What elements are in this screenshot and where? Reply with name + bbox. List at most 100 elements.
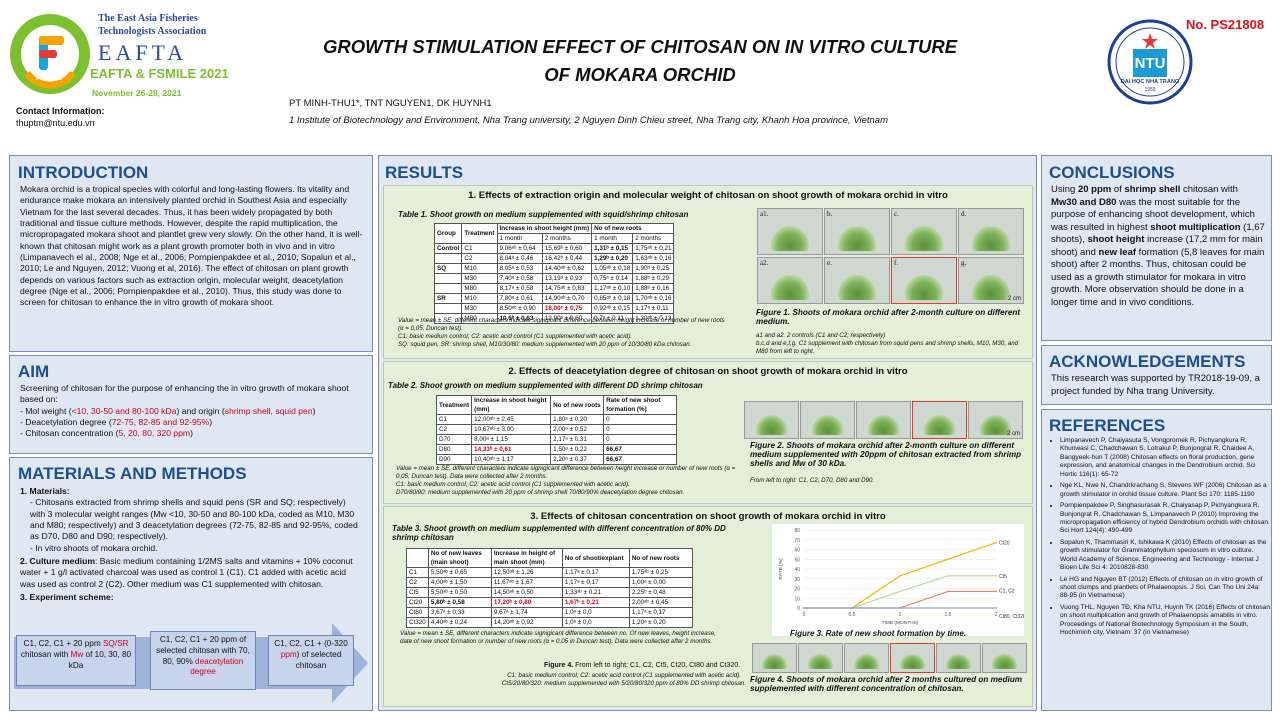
table-row: Ct80 3,67ᵃ ± 0,33 9,67ᵃ ± 1,74 1,0ᵃ ± 0,0 1,… [406, 607, 693, 618]
figure4-notes: C1: basic medium control; C2: acetic aci… [501, 672, 747, 688]
table-cell: 13,19ᵃ ± 0,93 [541, 273, 593, 284]
table1-caption: Table 1. Shoot growth on medium suppleme… [398, 210, 689, 219]
plant-image [923, 415, 956, 435]
eafta-logo: FSMILE [9, 13, 91, 95]
poster-title-line1: GROWTH STIMULATION EFFECT OF CHITOSAN ON… [322, 36, 958, 57]
table-cell: 1,17ᵃ ± 0,17 [561, 567, 630, 578]
table-cell: 10,67ᵃᵇ ± 3,00 [471, 424, 552, 435]
table-cell: 8,00ᵃ ± 1,15 [471, 434, 552, 445]
aim-conc-line: - Chitosan concentration (5, 20, 80, 320… [20, 428, 193, 439]
aim-mw-line: - Mol weight (<10, 30-50 and 80-100 kDa)… [20, 405, 316, 416]
data-point [947, 590, 949, 593]
table-row: D80 14,33ᵇ ± 0,61 1,50ᵃ ± 0,22 66,67 [435, 444, 678, 455]
table-cell: 14,40ᵃᵇ ± 0,62 [541, 263, 593, 274]
x-tick-label: 1 [899, 612, 902, 618]
photo [752, 643, 797, 673]
plant-image [811, 415, 844, 435]
table3-note: Value = mean ± SE, different characters … [400, 630, 716, 646]
table-row: Control C1 9,06ᵃᵇ ± 0,64 15,69ᵇ ± 0,60 1,31ᵇ… [433, 243, 675, 254]
table-cell [433, 313, 463, 324]
conclusions-heading: CONCLUSIONS [1049, 163, 1175, 182]
table-cell: 1,17ᵃ ± 0,17 [628, 607, 693, 618]
y-axis-label: RATE (%) [778, 558, 784, 580]
photo [856, 401, 911, 439]
table-cell: 1,17ᵃ ± 0,17 [561, 577, 630, 588]
table-cell: 0,92ᵃᵇ ± 0,15 [591, 303, 634, 314]
table-cell: M10 [461, 263, 498, 274]
figure1-note: a1 and a2. 2 controls (C1 and C2; respec… [756, 332, 1019, 356]
figure1-photos: a1. b. c. d. a2. e. f. g. 2 cm [757, 208, 1027, 304]
data-point [899, 590, 901, 593]
scheme-title: 3. Experiment scheme: [20, 592, 114, 603]
plant-image [979, 415, 1012, 435]
poster-number: No. PS21808 [1186, 17, 1265, 32]
series-label: Ct5 [999, 574, 1007, 580]
table-cell: 1,88ᵇ ± 0,16 [632, 283, 675, 294]
series-label: Ct20 [999, 541, 1010, 547]
section3-box: 3. Effects of chitosan concentration on … [383, 506, 1033, 707]
y-tick-label: 60 [794, 548, 800, 554]
plant-image [761, 653, 788, 669]
table-cell: D90 [435, 454, 473, 465]
table-cell: 12,90ᵃ ± 0,60 [541, 313, 593, 324]
reference-item: Le HG and Nguyen BT (2012) Effects of ch… [1060, 576, 1270, 601]
table-cell [433, 283, 463, 294]
org-abbr: EAFTA [98, 40, 188, 65]
table-row: Ct320 4,40ᵃᵇ ± 0,24 14,20ᵃᵇ ± 0,92 1,0ᵃ ± 0… [406, 617, 693, 628]
plant-image [837, 226, 877, 251]
photo [798, 643, 843, 673]
table-cell: 1,0ᵃ ± 0,0 [561, 617, 630, 628]
table-cell: 12,00ᵃᵇ ± 2,45 [471, 414, 552, 425]
table-row: C2 4,00ᵃᵇ ± 1,50 11,67ᵃᵇ ± 1,67 1,17ᵃ ± 0,1… [406, 577, 693, 588]
table-cell: Ct5 [406, 587, 429, 598]
data-point [851, 607, 853, 609]
table-cell: 1,30ᵃᵇ ± 0,13 [632, 313, 675, 324]
figure1-photo: g. 2 cm [958, 257, 1024, 304]
table-cell: C1 [406, 567, 429, 578]
table1: Group Treatment Increase in shoot height (… [433, 223, 675, 324]
plant-image [904, 226, 944, 251]
table-row: M80 10,6ᵇ ± 0,63 12,90ᵃ ± 0,60 0,7ᵃ ± 0,11 1… [433, 313, 675, 324]
table-cell: M30 [461, 273, 498, 284]
photo-label: g. [961, 259, 967, 267]
table-cell: 1,0ᵃ ± 0,0 [561, 607, 630, 618]
photo-label: f. [894, 259, 899, 267]
ntu-name: ĐẠI HỌC NHA TRANG [1120, 79, 1180, 85]
figure1-caption: Figure 1. Shoots of mokara orchid after … [756, 308, 1021, 326]
introduction-text: Mokara orchid is a tropical species with… [20, 184, 363, 308]
reference-item: Sopalun K, Thammasiri K, Ishikawa K (201… [1060, 539, 1270, 573]
table-cell: 8,17ᵃ ± 0,58 [496, 283, 543, 294]
figure3-caption: Figure 3. Rate of new shoot formation by… [790, 629, 967, 638]
conclusions-panel: CONCLUSIONS Using 20 ppm of shrimp shell… [1041, 155, 1272, 341]
contact-email[interactable]: thuptm@ntu.edu.vn [16, 118, 95, 128]
x-tick-label: 0.5 [849, 612, 856, 618]
table1-note: Value = mean ± SE, different characters … [398, 317, 725, 349]
table-row: D70 8,00ᵃ ± 1,15 2,17ᵃ ± 0,31 0 [435, 434, 678, 445]
authors: PT MINH-THU1*, TNT NGUYEN1, DK HUYNH1 [289, 98, 492, 109]
scheme-step3: C1, C2, C1 + (0-320 ppm) of selected chi… [268, 635, 354, 686]
figure1-photo: a1. [757, 208, 823, 255]
data-point [995, 590, 997, 593]
figure2-note: From left to right: C1, C2, D70, D80 and… [750, 477, 875, 484]
reference-item: Pornpienpakdee P, Singhasurasak R, Chaiy… [1060, 502, 1270, 536]
conference-name: EAFTA & FSMILE 2021 [90, 66, 229, 81]
table-cell: 1,17ᵃ ± 0,11 [632, 303, 675, 314]
figure2-photos: 2 cm [744, 401, 1026, 439]
x-tick-label: 0 [803, 612, 806, 618]
scale-bar-label: 2 cm [1006, 431, 1020, 437]
scheme-step2: C1, C2, C1 + 20 ppm of selected chitosan… [150, 631, 256, 690]
table-cell: 7,40ᵃ ± 0,58 [496, 273, 543, 284]
section1-box: 1. Effects of extraction origin and mole… [383, 185, 1033, 359]
materials-title: 1. Materials: [20, 486, 70, 496]
acknowledgements-heading: ACKNOWLEDGEMENTS [1049, 352, 1246, 371]
plant-image [945, 653, 972, 669]
table-cell: 0 [603, 434, 678, 445]
scheme-step1: C1, C2, C1 + 20 ppm SQ/SR chitosan with … [16, 635, 136, 686]
table-cell: Control [433, 243, 463, 254]
table-cell: 1,31ᵇ ± 0,15 [591, 243, 634, 254]
table-cell: C2 [461, 253, 498, 264]
section1-title: 1. Effects of extraction origin and mole… [468, 190, 948, 201]
table-cell: 0 [603, 414, 678, 425]
table-cell: 5,50ᵃᵇ ± 0,65 [427, 567, 492, 578]
y-tick-label: 50 [794, 557, 800, 563]
